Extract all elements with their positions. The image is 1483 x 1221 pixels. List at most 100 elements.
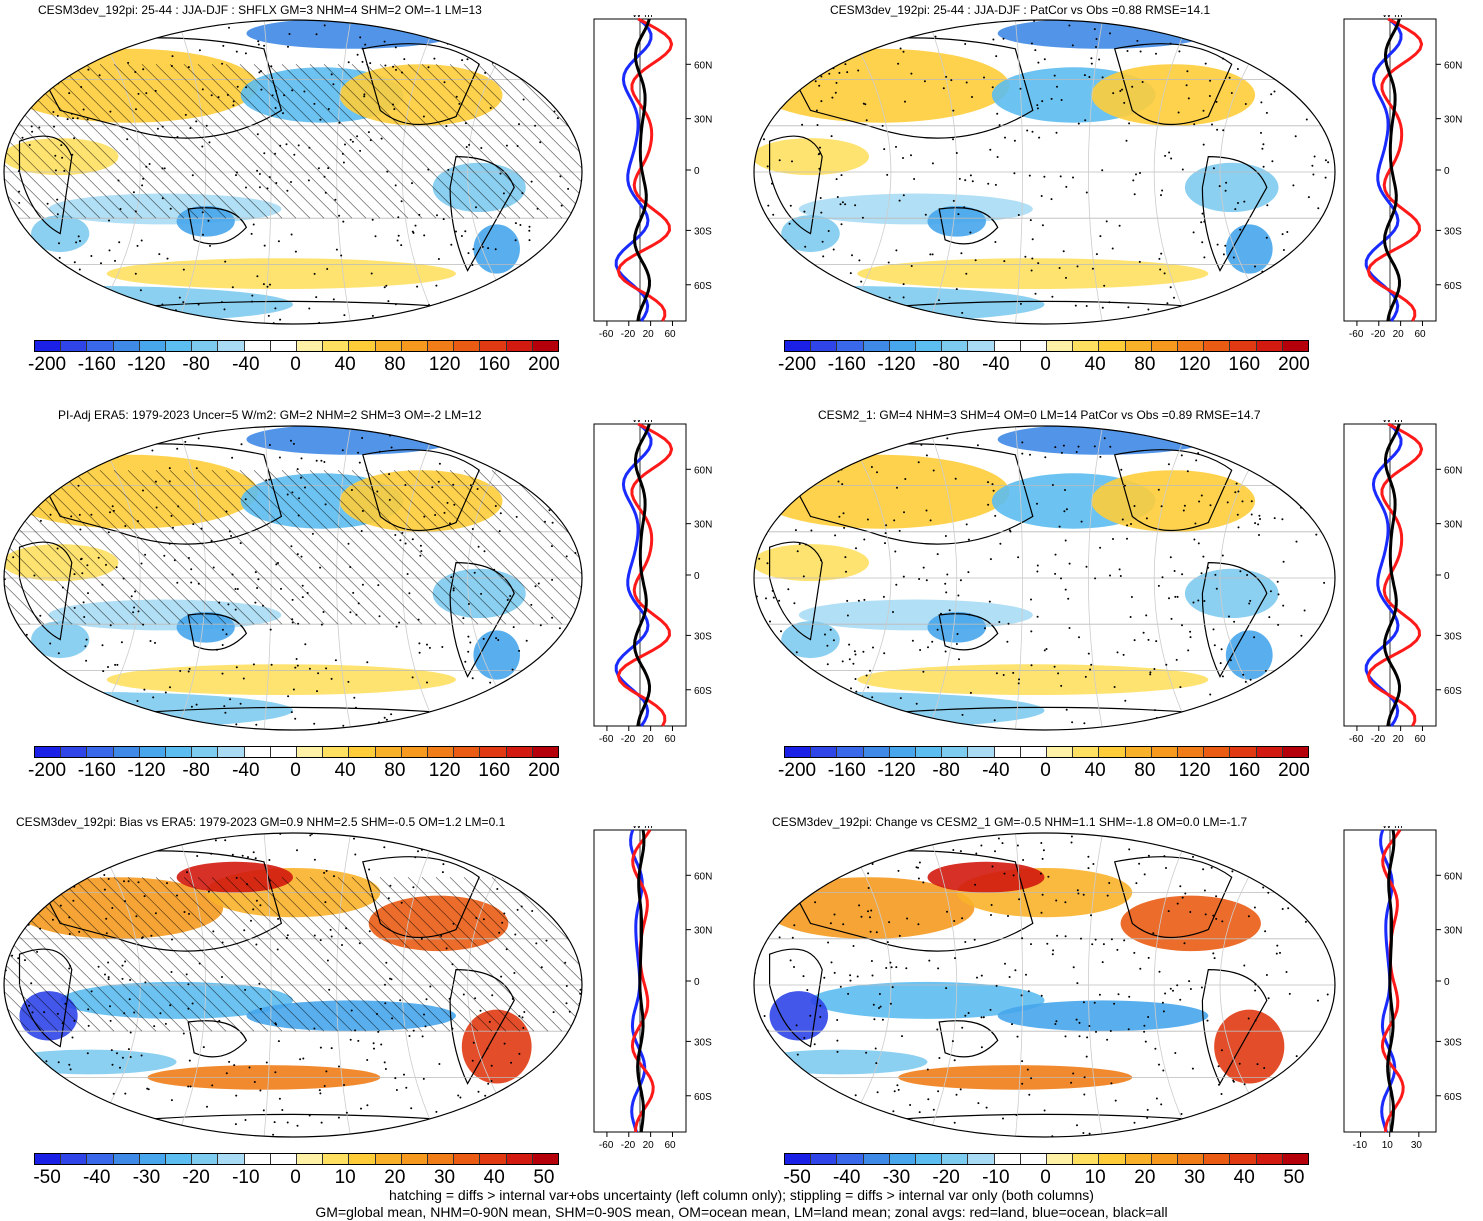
colorbar-segment [916,747,943,757]
colorbar-segment [480,1154,507,1164]
colorbar-segment [994,341,1021,351]
colorbar-label: 200 [1278,354,1310,375]
latitude-label: 30S [1444,631,1462,642]
colorbar-segment [1282,747,1309,757]
field-region [60,981,293,1019]
colorbar-segment [1020,747,1048,757]
longitude-line [263,833,272,1137]
coastline [938,1020,999,1058]
all-zonal-curve [1382,423,1402,727]
colorbar-label: -160 [827,760,866,781]
field-region [798,599,1033,631]
coastline [1113,856,1233,939]
colorbar-segment [1178,1154,1205,1164]
longitude-line [1087,833,1104,1137]
zonal-tick-label: 20 [643,329,655,337]
longitude-line [88,426,141,730]
colorbar-segment [166,341,193,351]
coastline [187,613,248,651]
colorbar-segment [61,747,88,757]
longitude-line [401,426,439,730]
hatching [4,876,582,1032]
zonal-tick-label: 20 [1393,329,1405,337]
colorbar-label: 20 [384,1167,406,1188]
colorbar-segment [218,747,245,757]
map-border [3,425,583,731]
field-region [857,664,1209,696]
colorbar-label: 120 [1178,354,1211,375]
colorbar-label: 160 [478,760,511,781]
all-zonal-curve [1386,829,1396,1133]
latitude-label: 30N [694,115,712,126]
colorbar-segment [270,341,298,351]
colorbar-segment [1230,747,1257,757]
longitude-line [839,426,892,730]
colorbar-label: 80 [1134,354,1156,375]
colorbar-segment [1256,747,1283,757]
colorbar-label: -200 [28,760,67,781]
world-map [3,19,583,325]
field-region [1091,470,1256,532]
colorbar-segment [454,341,481,351]
colorbar-label: -120 [127,354,166,375]
latitude-label: 60S [1444,686,1462,697]
colorbar-label: -80 [932,760,960,781]
longitude-line [88,833,141,1137]
colorbar-segment [506,341,533,351]
colorbar-segment [428,341,455,351]
longitude-line [1087,426,1104,730]
colorbar-segment [244,1154,271,1164]
latitude-label: 0 [694,977,700,988]
zonal-average-plot: W m⁻² 60N 30N 0 30S 60S -10 10 30 [1343,826,1462,1148]
colorbar-segment [532,341,559,351]
coastline [1113,43,1233,126]
colorbar-segment [454,1154,481,1164]
field-region [48,193,282,225]
zonal-tick-label: -60 [599,1140,614,1148]
colorbar-label: -120 [877,760,916,781]
field-region [461,1009,532,1084]
latitude-label: 30S [694,631,712,642]
colorbar-segment [166,747,193,757]
colorbar-segment [375,1154,402,1164]
colorbar-segment [994,747,1021,757]
field-region [810,981,1045,1019]
colorbar-segment [166,1154,193,1164]
colorbar-segment [968,341,995,351]
colorbar [34,746,559,758]
colorbar-segment [942,747,969,757]
colorbar-segment [1073,1154,1100,1164]
longitude-line [176,426,207,730]
field-region [754,48,1010,123]
longitude-line [176,20,207,324]
colorbar-segment [401,1154,429,1164]
field-region [754,1049,928,1075]
land-zonal-curve [616,17,674,322]
latitude-label: 60N [1444,465,1462,476]
colorbar-segment [532,1154,559,1164]
colorbar-label: 0 [290,1167,301,1188]
all-zonal-curve [1382,18,1402,322]
zonal-tick-label: 60 [1414,329,1426,337]
colorbar-label: 80 [384,354,406,375]
zonal-units: W m⁻² [632,826,662,831]
colorbar [34,340,559,352]
colorbar-segment [811,341,838,351]
colorbar-segment [349,1154,376,1164]
colorbar-segment [1073,747,1100,757]
colorbar-segment [1073,341,1100,351]
zonal-average-plot: W m⁻² 60N 30N 0 30S 60S -60 -20 20 60 [1343,420,1462,742]
colorbar-label: -40 [232,354,260,375]
colorbar-label: -80 [932,354,960,375]
longitude-line [1087,20,1104,324]
colorbar-segment [1099,747,1126,757]
colorbar-segment [1151,341,1179,351]
zonal-tick-label: -60 [1349,734,1364,742]
zonal-tick-label: -20 [1371,329,1386,337]
longitude-line [839,20,892,324]
colorbar-segment [916,1154,943,1164]
colorbar-segment [1256,1154,1283,1164]
land-zonal-curve [1366,17,1424,322]
longitude-line [1153,426,1192,730]
zonal-tick-label: 60 [1414,734,1426,742]
